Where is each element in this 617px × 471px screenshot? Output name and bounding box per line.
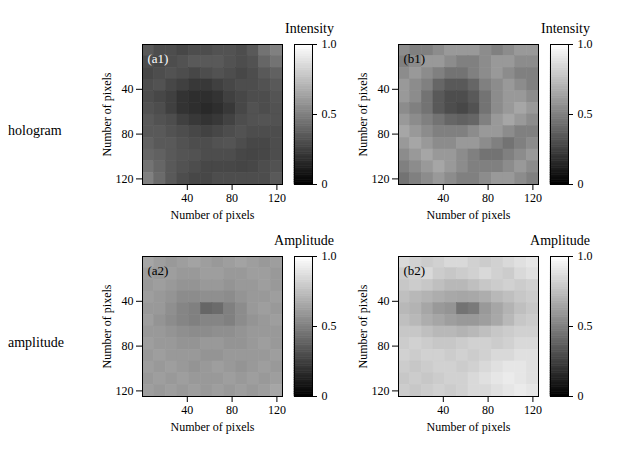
svg-text:80: 80 <box>226 191 238 205</box>
html-text:hologram: hologram <box>8 123 62 138</box>
svg-text:120: 120 <box>372 172 390 186</box>
svg-text:0: 0 <box>322 177 328 191</box>
svg-text:Number of pixels: Number of pixels <box>427 420 511 434</box>
svg-text:80: 80 <box>482 191 494 205</box>
html-text:amplitude: amplitude <box>8 335 64 350</box>
svg-text:40: 40 <box>437 403 449 417</box>
svg-text:120: 120 <box>116 384 134 398</box>
svg-text:40: 40 <box>378 82 390 96</box>
svg-text:0: 0 <box>322 389 328 403</box>
svg-text:80: 80 <box>226 403 238 417</box>
svg-text:1.0: 1.0 <box>322 38 337 51</box>
svg-text:80: 80 <box>378 127 390 141</box>
svg-text:120: 120 <box>372 384 390 398</box>
svg-text:0.5: 0.5 <box>578 107 593 121</box>
svg-text:Number of pixels: Number of pixels <box>100 284 114 368</box>
svg-text:80: 80 <box>482 403 494 417</box>
html-text:Amplitude: Amplitude <box>530 233 590 248</box>
svg-text:Number of pixels: Number of pixels <box>171 208 255 222</box>
svg-text:120: 120 <box>524 403 542 417</box>
svg-text:Number of pixels: Number of pixels <box>427 208 511 222</box>
svg-text:(b2): (b2) <box>404 263 426 278</box>
html-text:Amplitude: Amplitude <box>274 233 334 248</box>
svg-text:120: 120 <box>116 172 134 186</box>
html-text:Intensity: Intensity <box>541 21 590 36</box>
svg-text:120: 120 <box>524 191 542 205</box>
svg-text:0: 0 <box>578 389 584 403</box>
svg-text:40: 40 <box>378 294 390 308</box>
svg-text:40: 40 <box>122 294 134 308</box>
svg-text:Number of pixels: Number of pixels <box>356 72 370 156</box>
svg-text:80: 80 <box>378 339 390 353</box>
svg-text:40: 40 <box>437 191 449 205</box>
svg-text:120: 120 <box>268 191 286 205</box>
svg-text:(b1): (b1) <box>404 51 426 66</box>
svg-text:Number of pixels: Number of pixels <box>356 284 370 368</box>
svg-text:Number of pixels: Number of pixels <box>100 72 114 156</box>
svg-text:40: 40 <box>181 191 193 205</box>
svg-text:(a1): (a1) <box>148 51 169 66</box>
svg-text:0: 0 <box>578 177 584 191</box>
svg-text:120: 120 <box>268 403 286 417</box>
svg-text:80: 80 <box>122 339 134 353</box>
svg-text:0.5: 0.5 <box>322 319 337 333</box>
html-text:Intensity: Intensity <box>285 21 334 36</box>
svg-text:80: 80 <box>122 127 134 141</box>
svg-text:0.5: 0.5 <box>578 319 593 333</box>
svg-text:Number of pixels: Number of pixels <box>171 420 255 434</box>
svg-text:1.0: 1.0 <box>322 250 337 263</box>
svg-text:0.5: 0.5 <box>322 107 337 121</box>
svg-text:40: 40 <box>181 403 193 417</box>
svg-text:1.0: 1.0 <box>578 38 593 51</box>
svg-text:40: 40 <box>122 82 134 96</box>
svg-text:1.0: 1.0 <box>578 250 593 263</box>
svg-text:(a2): (a2) <box>148 263 169 278</box>
